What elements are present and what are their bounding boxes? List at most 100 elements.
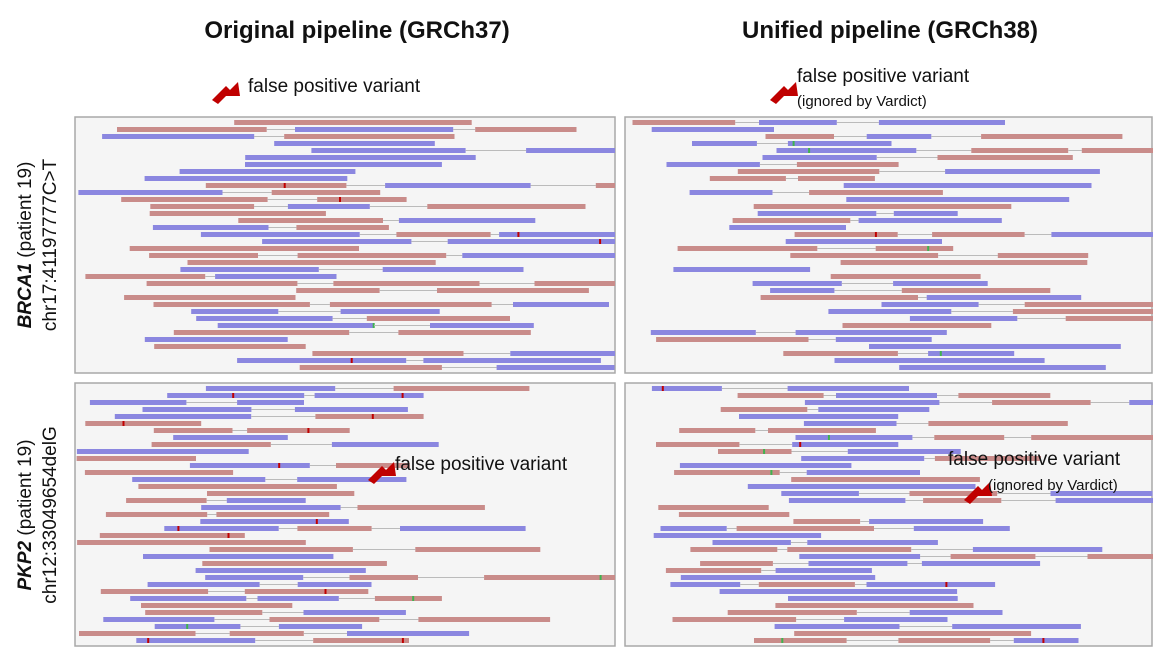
mismatch [875,232,877,237]
read [206,183,347,188]
read [196,568,366,573]
read [154,302,310,307]
read [154,344,306,349]
read [679,428,755,433]
read [679,512,789,517]
read [763,155,877,160]
column-title: Unified pipeline (GRCh38) [742,17,1038,44]
read [152,442,271,447]
page: Original pipeline (GRCh37) Unified pipel… [0,0,1153,647]
read [795,232,898,237]
read [958,393,1050,398]
mismatch [325,589,327,594]
read [805,400,940,405]
read [205,575,303,580]
read [423,358,601,363]
read [78,190,222,195]
read [1088,554,1153,559]
read [788,596,958,601]
read [315,393,424,398]
read [690,547,777,552]
mismatch [828,435,830,440]
read [227,498,306,503]
read [673,617,797,622]
read [790,253,938,258]
read [788,141,892,146]
read [121,197,267,202]
read [914,526,1010,531]
read [102,134,254,139]
mismatch [927,246,929,251]
mismatch [228,533,230,538]
read [284,134,454,139]
read [164,526,278,531]
read [383,267,524,272]
read [758,211,877,216]
read [279,624,362,629]
read [207,491,354,496]
read [831,274,981,279]
read [753,281,842,286]
read [787,547,911,552]
mismatch [284,183,286,188]
mismatch [123,421,125,426]
read [789,498,906,503]
read [272,190,381,195]
read [788,386,909,391]
read [136,638,255,643]
read [1031,435,1153,440]
mismatch [1042,638,1044,643]
read [766,134,835,139]
read [791,477,980,482]
read [90,400,186,405]
read [297,526,371,531]
mismatch [177,526,179,531]
patient: (patient 19) [15,162,36,258]
read [311,148,465,153]
read [298,582,372,587]
read [945,169,1100,174]
mismatch [945,582,947,587]
read [733,218,851,223]
read [296,288,379,293]
read [180,267,318,272]
read [191,309,278,314]
read [844,617,947,622]
read [237,358,406,363]
read [796,330,947,335]
read [836,393,937,398]
read [792,442,898,447]
read [143,407,252,412]
read [1082,148,1153,153]
read [262,239,411,244]
mismatch [402,393,404,398]
read [484,575,626,580]
arrow [770,82,798,104]
read [513,302,609,307]
read [145,337,288,342]
read [910,610,1003,615]
read [656,337,808,342]
read [245,162,442,167]
read [430,323,534,328]
read [437,288,589,293]
read [101,589,208,594]
read [720,589,958,594]
read [898,638,990,643]
read [768,428,876,433]
mismatch [232,393,234,398]
read [894,211,958,216]
read [738,169,880,174]
read [150,204,254,209]
read [798,176,875,181]
mismatch [770,470,772,475]
read [666,568,761,573]
read [154,428,233,433]
read [462,253,618,258]
read [882,302,979,307]
read [117,127,267,132]
read [843,323,992,328]
row-label: PKP2 (patient 19) [15,439,36,590]
mismatch [372,414,374,419]
mismatch [763,449,765,454]
